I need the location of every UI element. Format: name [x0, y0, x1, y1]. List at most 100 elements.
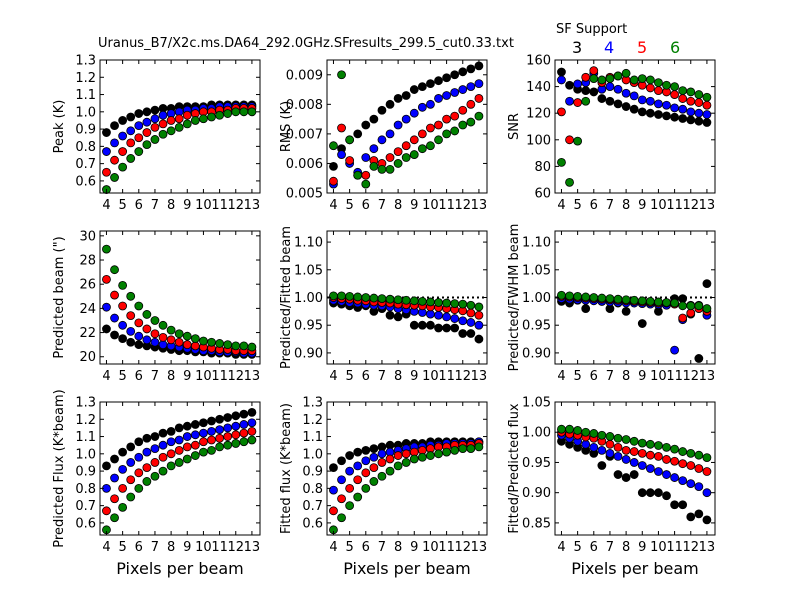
- data-point-series-5: [670, 456, 679, 466]
- data-point-series-3: [118, 447, 128, 457]
- axes-frame: [99, 230, 261, 365]
- data-point-series-3: [417, 320, 427, 330]
- data-point-series-3: [417, 82, 427, 91]
- data-point-series-6: [557, 290, 566, 300]
- legend-title: SF Support: [556, 22, 628, 37]
- data-point-series-4: [678, 104, 688, 114]
- data-point-series-4: [589, 442, 599, 452]
- data-point-series-3: [458, 67, 468, 77]
- y-tick-label: 0.8: [302, 482, 323, 497]
- data-point-series-4: [434, 94, 443, 103]
- data-point-series-4: [361, 153, 371, 162]
- data-point-series-4: [190, 430, 200, 440]
- data-point-series-6: [565, 424, 574, 434]
- data-point-series-5: [474, 94, 484, 103]
- data-point-series-6: [409, 454, 419, 464]
- data-point-series-3: [102, 128, 111, 137]
- legend-item-6: 6: [670, 38, 681, 57]
- x-tick-label: 13: [699, 369, 716, 384]
- data-point-series-5: [134, 468, 144, 478]
- data-point-series-3: [385, 99, 395, 109]
- y-axis-label: RMS (K): [279, 101, 294, 152]
- data-point-series-5: [361, 468, 371, 478]
- data-point-series-4: [118, 320, 128, 330]
- x-tick-label: 12: [454, 369, 471, 384]
- data-point-series-5: [345, 156, 355, 165]
- data-point-series-6: [409, 296, 419, 306]
- y-tick-label: 0.85: [522, 516, 551, 531]
- data-point-series-6: [393, 159, 403, 168]
- data-point-series-3: [110, 454, 119, 464]
- data-point-series-3: [239, 409, 249, 419]
- data-point-series-3: [434, 76, 443, 86]
- data-point-series-6: [110, 265, 119, 275]
- chart-panel-4: 4 5 6 7 8 9 10 11 12 13 20 22 24 26 28 30 Predicted beam…: [52, 229, 261, 384]
- x-tick-label: 9: [410, 540, 418, 555]
- y-tick-label: 22: [79, 326, 96, 341]
- data-point-series-3: [102, 324, 111, 334]
- data-point-series-3: [231, 411, 241, 421]
- data-point-series-6: [694, 301, 704, 311]
- data-point-series-5: [150, 122, 160, 132]
- data-point-series-5: [134, 318, 144, 328]
- data-point-series-3: [637, 107, 647, 117]
- x-tick-label: 5: [573, 369, 581, 384]
- data-point-series-3: [450, 323, 460, 333]
- x-tick-label: 11: [666, 369, 683, 384]
- data-point-series-4: [466, 318, 476, 327]
- data-point-series-6: [442, 298, 451, 308]
- data-point-series-5: [231, 430, 241, 440]
- data-point-series-6: [573, 426, 583, 435]
- data-point-series-6: [174, 122, 184, 132]
- data-point-series-6: [158, 129, 168, 139]
- data-point-series-4: [247, 418, 257, 428]
- y-tick-label: 1.00: [522, 426, 551, 441]
- y-tick-label: 0.005: [286, 187, 323, 202]
- y-tick-label: 1.05: [294, 263, 323, 278]
- data-point-series-6: [645, 439, 655, 449]
- data-point-series-3: [662, 491, 671, 501]
- data-point-series-6: [589, 293, 599, 302]
- data-point-series-4: [142, 335, 152, 345]
- data-point-series-5: [166, 116, 176, 125]
- data-point-series-6: [118, 281, 128, 290]
- data-point-series-5: [361, 170, 371, 180]
- data-point-series-3: [142, 433, 152, 443]
- data-point-series-4: [434, 310, 443, 320]
- data-point-series-5: [450, 111, 460, 121]
- data-point-series-3: [686, 512, 696, 522]
- x-tick-label: 9: [638, 540, 646, 555]
- data-point-series-3: [329, 463, 338, 473]
- data-point-series-3: [645, 108, 655, 118]
- data-point-series-4: [142, 447, 152, 457]
- data-point-series-6: [239, 437, 249, 447]
- data-point-series-6: [466, 117, 476, 127]
- data-point-series-6: [442, 129, 451, 139]
- data-point-series-4: [654, 467, 663, 476]
- y-tick-label: 1.3: [75, 396, 96, 411]
- data-point-series-5: [613, 442, 623, 452]
- data-point-series-6: [702, 453, 712, 463]
- data-point-series-6: [474, 302, 484, 312]
- axes-frame: [554, 401, 716, 536]
- data-point-series-4: [150, 337, 160, 347]
- y-tick-label: 120: [526, 107, 551, 122]
- data-point-series-6: [694, 90, 704, 99]
- x-tick-label: 5: [345, 198, 353, 213]
- x-tick-label: 5: [118, 369, 126, 384]
- data-point-series-4: [458, 85, 468, 94]
- data-point-series-4: [102, 302, 111, 312]
- x-tick-label: 6: [590, 198, 598, 213]
- data-point-series-5: [215, 433, 224, 443]
- data-point-series-3: [166, 426, 176, 436]
- data-point-series-6: [401, 295, 411, 305]
- data-point-series-6: [702, 92, 712, 102]
- data-point-series-6: [474, 442, 484, 452]
- x-tick-label: 7: [606, 540, 614, 555]
- data-point-series-6: [573, 136, 583, 146]
- data-point-series-3: [126, 112, 136, 122]
- data-point-series-3: [637, 319, 647, 328]
- data-point-series-6: [118, 162, 128, 172]
- x-tick-label: 9: [410, 198, 418, 213]
- data-point-series-3: [353, 447, 363, 457]
